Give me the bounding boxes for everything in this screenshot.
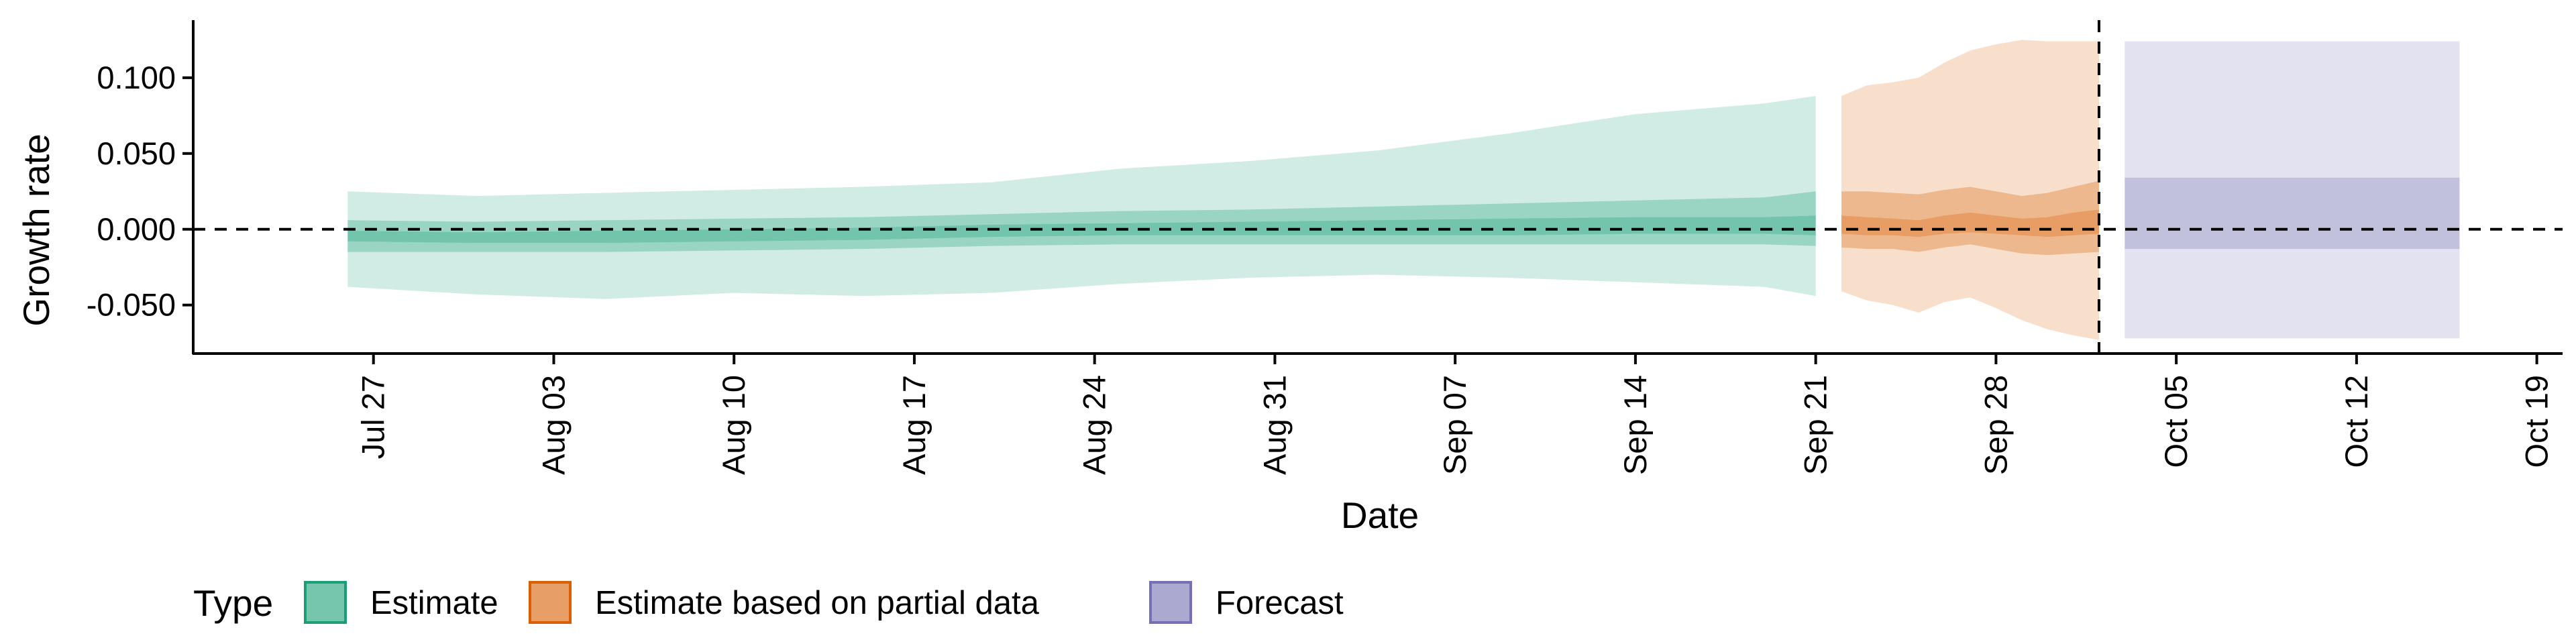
legend-swatch <box>1149 581 1192 624</box>
x-axis-ticks: Jul 27 Aug 03 Aug 10 Aug 17 Aug 24 Aug 31 Sep … <box>356 354 2555 475</box>
band-90-series-0 <box>347 96 1816 299</box>
y-tick-label: 0.050 <box>97 136 176 171</box>
y-tick-label: -0.050 <box>87 287 176 323</box>
uncertainty-bands <box>347 40 2460 340</box>
y-axis-ticks: -0.050 0.000 0.050 0.100 <box>87 60 193 323</box>
x-tick-label: Oct 05 <box>2158 375 2194 468</box>
x-tick-label: Oct 19 <box>2519 375 2555 468</box>
band-50-series-0 <box>347 191 1816 252</box>
x-tick-label: Sep 28 <box>1978 375 2013 475</box>
x-tick-label: Aug 31 <box>1256 375 1292 475</box>
x-tick-label: Jul 27 <box>356 375 391 459</box>
band-90-series-2 <box>2125 41 2460 339</box>
legend: Type Estimate Estimate based on partial d… <box>193 581 1344 624</box>
band-90-series-1 <box>1841 40 2099 340</box>
y-axis-label: Growth rate <box>15 133 57 326</box>
band-50-series-1 <box>1841 180 2099 256</box>
x-tick-label: Oct 12 <box>2339 375 2374 468</box>
x-axis-label: Date <box>1341 494 1419 536</box>
band-50-series-2 <box>2125 177 2460 250</box>
legend-label: Forecast <box>1216 585 1344 621</box>
x-tick-label: Aug 10 <box>716 375 751 475</box>
y-tick-label: 0.100 <box>97 60 176 95</box>
x-tick-label: Sep 07 <box>1437 375 1472 475</box>
axes <box>192 20 2563 355</box>
legend-title: Type <box>193 582 273 624</box>
legend-label: Estimate based on partial data <box>595 585 1040 621</box>
x-tick-label: Sep 14 <box>1617 375 1653 475</box>
legend-swatch <box>304 581 347 624</box>
x-tick-label: Aug 17 <box>896 375 932 475</box>
legend-swatch <box>529 581 572 624</box>
band-20-series-1 <box>1841 209 2099 237</box>
x-tick-label: Aug 24 <box>1077 375 1112 475</box>
reference-lines <box>193 20 2563 354</box>
x-tick-label: Aug 03 <box>535 375 571 475</box>
y-tick-label: 0.000 <box>97 211 176 247</box>
x-tick-label: Sep 21 <box>1798 375 1833 475</box>
legend-label: Estimate <box>370 585 498 621</box>
